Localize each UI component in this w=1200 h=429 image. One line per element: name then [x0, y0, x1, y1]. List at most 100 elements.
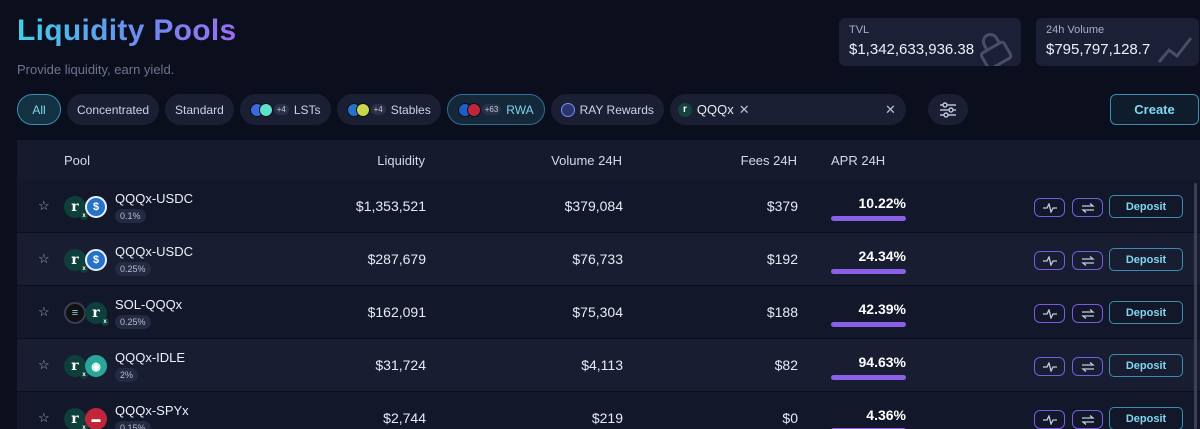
- apr-bar: [831, 216, 906, 221]
- fees-value: $82: [774, 357, 798, 373]
- stable-token-icons: +4: [346, 102, 386, 117]
- filter-ray-rewards-label: RAY Rewards: [579, 102, 654, 117]
- table-row[interactable]: ☆ r ▬ QQQx-SPYx 0.15% $2,744 $219 $0 4.3…: [17, 392, 1200, 429]
- favorite-star-icon[interactable]: ☆: [38, 304, 50, 319]
- table-row[interactable]: ☆ r ◉ QQQx-IDLE 2% $31,724 $4,113 $82 94…: [17, 339, 1200, 392]
- deposit-button[interactable]: Deposit: [1109, 407, 1183, 429]
- chart-button[interactable]: [1034, 357, 1065, 376]
- table-row[interactable]: ☆ r $ QQQx-USDC 0.25% $287,679 $76,733 $…: [17, 233, 1200, 286]
- header-apr[interactable]: APR 24H: [831, 153, 886, 168]
- scrollbar[interactable]: [1194, 183, 1197, 429]
- apr-value: 4.36%: [866, 407, 906, 423]
- filter-bar: All Concentrated Standard +4 LSTs +4 Sta…: [17, 94, 968, 125]
- favorite-star-icon[interactable]: ☆: [38, 198, 50, 213]
- search-tag-label: QQQx: [696, 102, 734, 117]
- favorite-star-icon[interactable]: ☆: [38, 410, 50, 425]
- remove-tag-icon[interactable]: ✕: [738, 101, 750, 117]
- swap-icon: [1080, 202, 1095, 213]
- table-row[interactable]: ☆ ≡ r SOL-QQQx 0.25% $162,091 $75,304 $1…: [17, 286, 1200, 339]
- swap-button[interactable]: [1072, 357, 1103, 376]
- search-input[interactable]: r QQQx ✕ ✕: [669, 94, 906, 125]
- pool-name[interactable]: SOL-QQQx: [115, 297, 183, 312]
- pulse-icon: [1042, 202, 1057, 213]
- apr-value: 94.63%: [858, 354, 906, 370]
- filter-ray-rewards[interactable]: RAY Rewards: [550, 94, 664, 125]
- liquidity-value: $1,353,521: [355, 198, 426, 214]
- deposit-button[interactable]: Deposit: [1109, 354, 1183, 377]
- filter-concentrated-label: Concentrated: [77, 102, 150, 117]
- swap-button[interactable]: [1072, 410, 1103, 429]
- spyx-token-icon: ▬: [85, 408, 107, 429]
- filter-all[interactable]: All: [17, 94, 61, 125]
- table-row[interactable]: ☆ r $ QQQx-USDC 0.1% $1,353,521 $379,084…: [17, 180, 1200, 233]
- deposit-button[interactable]: Deposit: [1109, 248, 1183, 271]
- volume-label: 24h Volume: [1046, 24, 1105, 36]
- filter-stables[interactable]: +4 Stables: [336, 94, 441, 125]
- qqqx-token-icon: r: [64, 355, 88, 379]
- sol-token-icon: ≡: [64, 302, 86, 324]
- usdc-token-icon: $: [85, 196, 107, 218]
- chart-button[interactable]: [1034, 198, 1065, 217]
- fees-value: $192: [766, 251, 798, 267]
- fees-value: $379: [766, 198, 798, 214]
- pool-name[interactable]: QQQx-USDC: [115, 244, 193, 259]
- favorite-star-icon[interactable]: ☆: [38, 251, 50, 266]
- favorite-star-icon[interactable]: ☆: [38, 357, 50, 372]
- deposit-button[interactable]: Deposit: [1109, 301, 1183, 324]
- filter-rwa-label: RWA: [506, 102, 534, 117]
- clear-search-icon[interactable]: ✕: [884, 101, 896, 117]
- qqqx-token-icon: r: [64, 249, 88, 273]
- lock-icon: [979, 33, 1013, 66]
- swap-button[interactable]: [1072, 251, 1103, 270]
- filter-standard[interactable]: Standard: [165, 94, 234, 125]
- qqqx-token-icon: r: [85, 302, 109, 326]
- lsts-count: +4: [273, 104, 289, 115]
- apr-value: 24.34%: [858, 248, 906, 264]
- liquidity-value: $162,091: [367, 304, 426, 320]
- qqqx-token-icon: r: [64, 408, 88, 429]
- swap-button[interactable]: [1072, 198, 1103, 217]
- swap-icon: [1080, 308, 1095, 319]
- apr-bar: [831, 269, 906, 274]
- volume-value: $76,733: [572, 251, 623, 267]
- liquidity-value: $287,679: [367, 251, 426, 267]
- pool-name[interactable]: QQQx-SPYx: [115, 403, 189, 418]
- fees-value: $0: [782, 410, 798, 426]
- page-title: Liquidity Pools: [17, 14, 237, 47]
- ray-icon: [560, 102, 575, 117]
- chart-button[interactable]: [1034, 251, 1065, 270]
- chart-button[interactable]: [1034, 304, 1065, 323]
- apr-bar: [831, 322, 906, 327]
- filter-concentrated[interactable]: Concentrated: [67, 94, 160, 125]
- header-volume[interactable]: Volume 24H: [551, 153, 622, 168]
- swap-button[interactable]: [1072, 304, 1103, 323]
- stables-count: +4: [370, 104, 386, 115]
- create-label: Create: [1134, 102, 1175, 117]
- apr-value: 10.22%: [858, 195, 906, 211]
- chart-icon: [1157, 37, 1193, 63]
- volume-value: $4,113: [581, 357, 623, 373]
- volume-value: $75,304: [572, 304, 623, 320]
- pools-table: Pool Liquidity Volume 24H Fees 24H APR 2…: [17, 140, 1200, 429]
- search-tag: r QQQx ✕: [677, 101, 750, 118]
- rwa-count: +63: [481, 104, 502, 115]
- header-pool[interactable]: Pool: [64, 153, 91, 168]
- create-button[interactable]: Create: [1110, 94, 1199, 125]
- deposit-button[interactable]: Deposit: [1109, 195, 1183, 218]
- apr-value: 42.39%: [858, 301, 906, 317]
- filter-rwa[interactable]: +63 RWA: [446, 94, 545, 125]
- filter-lsts[interactable]: +4 LSTs: [239, 94, 331, 125]
- filter-settings-button[interactable]: [927, 94, 968, 125]
- header-fees[interactable]: Fees 24H: [740, 153, 797, 168]
- idle-token-icon: ◉: [85, 355, 107, 377]
- apr-bar: [831, 375, 906, 380]
- table-body: ☆ r $ QQQx-USDC 0.1% $1,353,521 $379,084…: [17, 180, 1200, 429]
- pool-name[interactable]: QQQx-USDC: [115, 191, 193, 206]
- qqqx-token-icon: r: [677, 102, 692, 117]
- chart-button[interactable]: [1034, 410, 1065, 429]
- pool-name[interactable]: QQQx-IDLE: [115, 350, 186, 365]
- tvl-value: $1,342,633,936.38: [849, 41, 975, 58]
- tvl-label: TVL: [849, 24, 870, 36]
- header-liquidity[interactable]: Liquidity: [377, 153, 425, 168]
- fees-value: $188: [766, 304, 798, 320]
